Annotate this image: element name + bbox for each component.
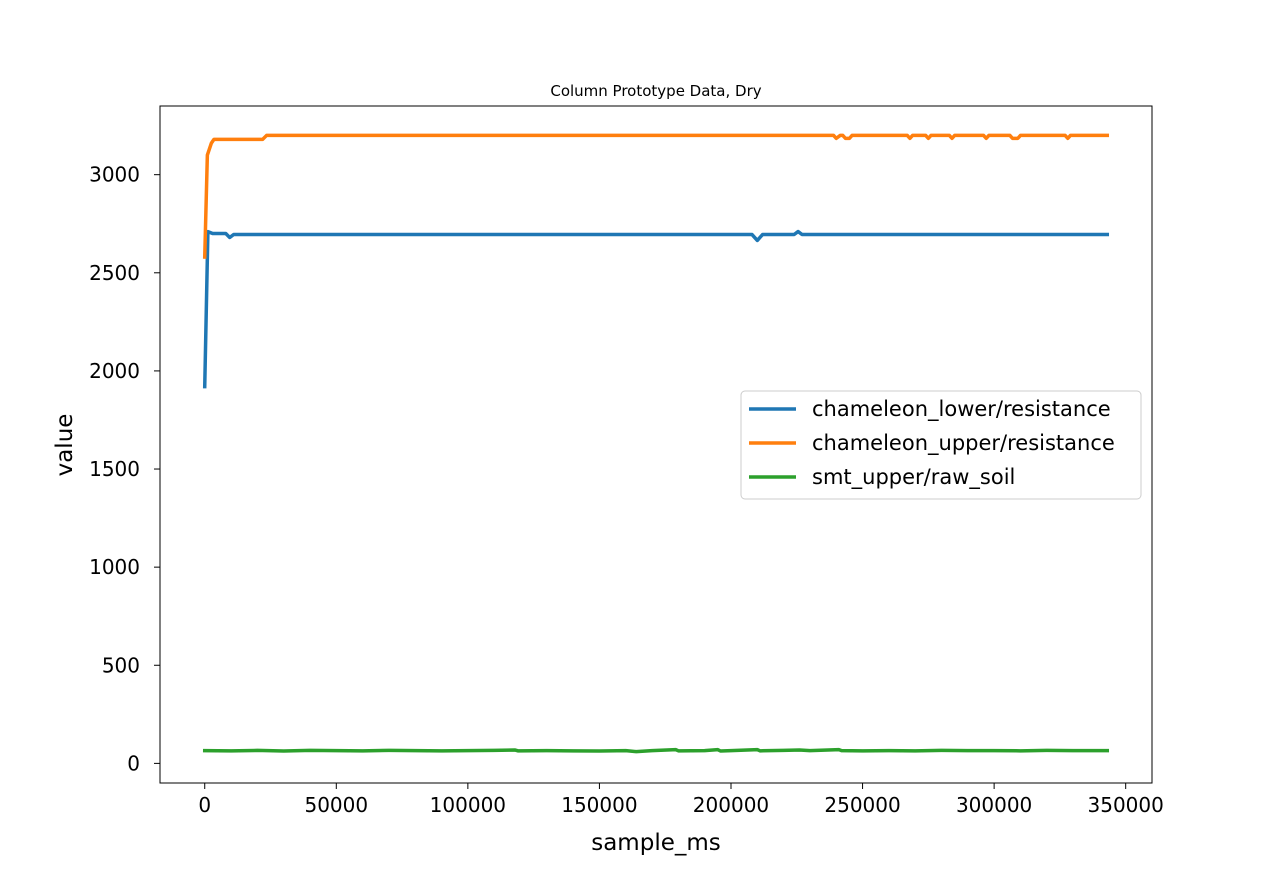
x-tick-label: 150000 [561,793,637,817]
series-line [202,133,1110,259]
x-tick-label: 200000 [693,793,769,817]
y-axis-label: value [52,414,78,477]
x-tick-label: 350000 [1088,793,1164,817]
y-tick-label: 1500 [89,457,140,481]
legend-entry: chameleon_upper/resistance [812,431,1115,456]
x-tick-label: 250000 [824,793,900,817]
y-tick-label: 3000 [89,163,140,187]
x-tick-label: 300000 [956,793,1032,817]
y-axis: 0 500 1000 1500 2000 2500 3000 [89,163,160,775]
series-line [202,747,1110,754]
x-axis: 0 50000 100000 150000 200000 250000 300000 3500… [198,783,1164,817]
legend-box [740,390,1142,500]
x-tick-label: 50000 [304,793,368,817]
plot-frame [159,105,1153,784]
y-tick-label: 500 [102,653,140,677]
chart-title: Column Prototype Data, Dry [550,82,761,100]
series-layer [202,133,1110,754]
x-tick-label: 0 [198,793,211,817]
x-axis-label: sample_ms [591,830,721,856]
legend-entry: smt_upper/raw_soil [812,465,1015,490]
y-tick-label: 2000 [89,359,140,383]
y-tick-label: 0 [127,751,140,775]
legend: chameleon_lower/resistance chameleon_uppe… [740,390,1142,500]
x-tick-label: 100000 [430,793,506,817]
y-tick-label: 1000 [89,555,140,579]
legend-entry: chameleon_lower/resistance [812,397,1111,422]
series-line [202,229,1110,389]
y-tick-label: 2500 [89,261,140,285]
